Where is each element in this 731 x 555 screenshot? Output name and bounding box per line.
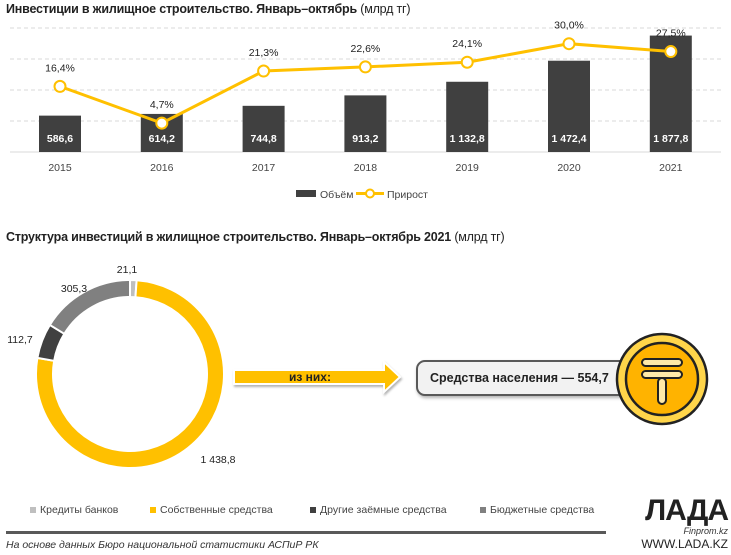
growth-point	[53, 79, 67, 93]
bar-value-label: 586,6	[47, 133, 73, 145]
bar-value-label: 1 472,4	[551, 133, 586, 145]
x-tick-label: 2019	[456, 162, 480, 174]
legend-item: Собственные средства	[150, 504, 310, 516]
growth-point	[155, 116, 169, 130]
bar	[242, 105, 285, 152]
chart1-unit: (млрд тг)	[360, 2, 411, 16]
callout-box: Средства населения — 554,7	[416, 360, 636, 396]
watermark-logo: ЛАДА	[645, 494, 729, 527]
x-tick-label: 2020	[557, 162, 581, 174]
bar	[344, 95, 387, 152]
chart2-unit: (млрд тг)	[454, 230, 505, 244]
donut-slice	[35, 279, 225, 469]
growth-point	[562, 37, 576, 51]
bar-value-label: 913,2	[352, 133, 378, 145]
watermark-url: WWW.LADA.KZ	[641, 537, 728, 551]
legend-item: Бюджетные средства	[480, 504, 600, 516]
legend-label: Бюджетные средства	[490, 504, 595, 516]
bar-value-label: 744,8	[250, 133, 276, 145]
chart2-title: Структура инвестиций в жилищное строител…	[6, 230, 505, 244]
legend-label-volume: Объём	[320, 189, 353, 201]
bar-value-label: 1 877,8	[653, 133, 688, 145]
growth-point	[257, 64, 271, 78]
bar	[548, 60, 590, 153]
slice-label: 21,1	[117, 264, 138, 276]
callout-text: Средства населения — 554,7	[430, 371, 609, 385]
x-tick-label: 2021	[659, 162, 683, 174]
growth-label: 27,5%	[656, 28, 686, 40]
legend-marker-growth	[365, 188, 375, 199]
growth-point	[664, 45, 678, 59]
chart1-title-text: Инвестиции в жилищное строительство. Янв…	[6, 2, 357, 16]
divider	[6, 531, 606, 534]
chart2-title-text: Структура инвестиций в жилищное строител…	[6, 230, 452, 244]
growth-label: 22,6%	[351, 43, 381, 55]
slice-label: 112,7	[7, 334, 33, 346]
growth-label: 30,0%	[554, 20, 584, 32]
growth-label: 16,4%	[45, 62, 75, 74]
legend-label-growth: Прирост	[387, 189, 428, 201]
legend-label: Кредиты банков	[40, 504, 119, 516]
x-tick-label: 2016	[150, 162, 174, 174]
arrow-label: из них:	[289, 370, 331, 384]
growth-label: 4,7%	[150, 99, 174, 111]
legend-item: Кредиты банков	[30, 504, 150, 516]
legend-swatch	[150, 507, 156, 513]
donut-legend: Кредиты банков Собственные средства Другие…	[30, 504, 610, 516]
bar	[39, 115, 81, 152]
bar	[446, 81, 489, 152]
x-tick-label: 2018	[354, 162, 378, 174]
chart1-title: Инвестиции в жилищное строительство. Янв…	[6, 2, 411, 16]
donut-slice	[48, 278, 131, 336]
donut-chart: 21,1 1 438,8 112,7 305,3	[7, 264, 236, 469]
legend-swatch	[480, 507, 486, 513]
growth-point	[460, 55, 474, 69]
source-note: На основе данных Бюро национальной стати…	[6, 539, 319, 551]
legend-swatch	[30, 507, 36, 513]
watermark: ЛАДА Finprom.kz WWW.LADA.KZ	[612, 494, 729, 552]
growth-point	[358, 60, 372, 74]
arrow-icon	[233, 359, 402, 395]
legend-label: Другие заёмные средства	[320, 504, 447, 516]
x-tick-label: 2015	[48, 162, 72, 174]
legend-swatch-volume	[296, 190, 316, 197]
legend-item: Другие заёмные средства	[310, 504, 480, 516]
slice-label: 1 438,8	[200, 454, 235, 466]
x-tick-label: 2017	[252, 162, 276, 174]
slice-label: 305,3	[61, 283, 87, 295]
bar-value-label: 1 132,8	[450, 133, 485, 145]
legend-swatch	[310, 507, 316, 513]
growth-label: 21,3%	[249, 47, 279, 59]
watermark-sub: Finprom.kz	[683, 526, 728, 536]
growth-label: 24,1%	[452, 38, 482, 50]
bar-line-chart: 586,6 2015 614,2 2016 744,8 2017 913,2 2018 1 13…	[10, 20, 721, 201]
legend-label: Собственные средства	[160, 504, 273, 516]
tenge-coin-icon	[615, 332, 709, 426]
bar-value-label: 614,2	[149, 133, 175, 145]
